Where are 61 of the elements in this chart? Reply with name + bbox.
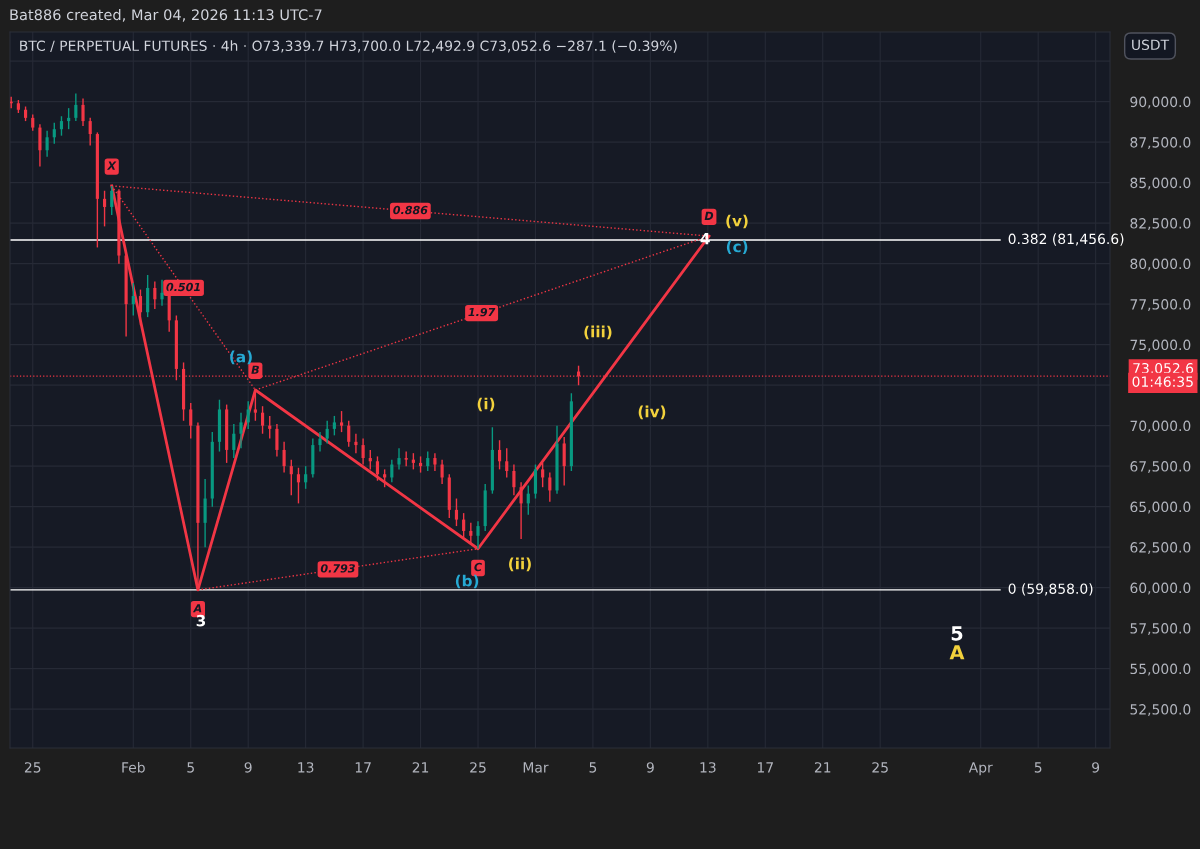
annotation: C [474, 562, 482, 572]
x-tick-label: Mar [523, 762, 549, 773]
annotation: A [949, 645, 965, 660]
x-tick-label: 9 [646, 762, 654, 773]
y-tick-label: 67,500.0 [1130, 461, 1191, 474]
annotation: 5 [951, 626, 963, 641]
y-tick-label: 80,000.0 [1130, 258, 1191, 271]
x-tick-label: 21 [412, 762, 429, 773]
annotation: (i) [477, 397, 495, 412]
x-tick-label: 5 [187, 762, 194, 773]
x-tick-label: 5 [1034, 762, 1042, 773]
annotation: 3 [196, 614, 206, 627]
x-tick-label: 25 [24, 762, 41, 773]
ref-line-label: 0 (59,858.0) [1008, 583, 1093, 596]
annotation: 0.501 [166, 282, 200, 292]
annotation: 1.97 [468, 307, 496, 317]
annotation: (b) [455, 574, 479, 589]
y-tick-label: 90,000.0 [1130, 96, 1191, 109]
x-tick-label: 9 [244, 762, 252, 773]
y-tick-label: 75,000.0 [1130, 339, 1191, 352]
y-tick-label: 82,500.0 [1130, 218, 1191, 231]
annotation: 4 [700, 233, 710, 245]
annotation: (iii) [584, 325, 612, 340]
y-tick-label: 70,000.0 [1130, 420, 1191, 433]
y-tick-label: 77,500.0 [1130, 299, 1191, 312]
x-tick-label: 13 [298, 762, 314, 773]
x-tick-label: 17 [757, 762, 773, 773]
x-tick-label: 9 [1092, 762, 1100, 773]
y-tick-label: 65,000.0 [1130, 501, 1191, 514]
annotation: 0.886 [393, 205, 428, 215]
text: 01:46:35 [1132, 376, 1193, 387]
text: BTC / PERPETUAL FUTURES · 4h · O73,339.7 H73,700.0 L72,492.9 C73,052.6 −287.1 (−0.39%) [20, 40, 677, 53]
y-tick-label: 85,000.0 [1130, 177, 1191, 190]
text: USDT [1132, 39, 1170, 51]
text: Bat886 created, Mar 04, 2026 11:13 UTC-7 [10, 8, 322, 22]
y-tick-label: 60,000.0 [1130, 582, 1191, 595]
ref-line-label: 73,052.6 [1133, 362, 1194, 375]
x-tick-label: Apr [968, 762, 993, 776]
x-tick-label: Feb [122, 761, 145, 773]
annotation: X [106, 161, 117, 170]
x-tick-label: 17 [355, 762, 371, 773]
x-tick-label: 25 [470, 762, 486, 773]
y-tick-label: 62,500.0 [1130, 542, 1191, 555]
annotation: (v) [726, 214, 748, 229]
annotation: B [251, 365, 259, 374]
y-tick-label: 55,000.0 [1130, 663, 1191, 676]
annotation: (ii) [509, 557, 531, 572]
annotation: (iv) [638, 405, 666, 420]
annotation: (a) [230, 350, 252, 365]
annotation: A [192, 604, 202, 613]
annotation: (c) [726, 240, 748, 255]
x-tick-label: 13 [700, 762, 716, 773]
y-tick-label: 57,500.0 [1130, 623, 1191, 636]
x-tick-label: 5 [589, 762, 597, 773]
annotation: 0.793 [320, 564, 355, 573]
x-tick-label: 21 [814, 762, 831, 773]
y-tick-label: 52,500.0 [1130, 704, 1191, 717]
y-tick-label: 87,500.0 [1130, 137, 1191, 150]
annotation: D [704, 211, 714, 220]
ref-line-label: 0.382 (81,456.6) [1008, 233, 1124, 246]
x-tick-label: 25 [872, 762, 888, 773]
